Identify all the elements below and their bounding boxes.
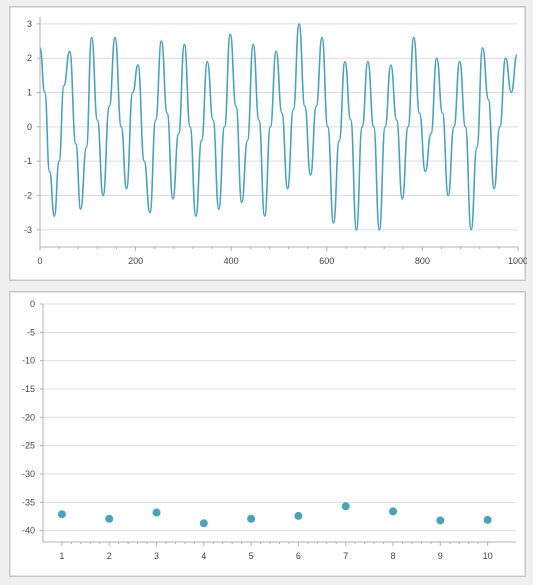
x-tick-label: 10 xyxy=(483,551,493,561)
scatter-point xyxy=(341,502,350,511)
y-tick-label: -35 xyxy=(22,497,35,507)
scatter-chart-panel: 0 -5 -10 -15 -20 -25 -30 -35 -40 1 2 3 4 5 6 7 8 9 10 xyxy=(9,291,526,577)
scatter-chart: 0 -5 -10 -15 -20 -25 -30 -35 -40 1 2 3 4 5 6 7 8 9 10 xyxy=(22,299,516,561)
scatter-point xyxy=(199,519,208,528)
scatter-point xyxy=(436,516,445,525)
x-tick-label: 200 xyxy=(128,256,143,266)
y-tick-label: -15 xyxy=(22,384,35,394)
y-tick-label: -10 xyxy=(22,356,35,366)
y-tick-label: -25 xyxy=(22,441,35,451)
scatter-point xyxy=(247,514,256,523)
x-tick-label: 6 xyxy=(296,551,301,561)
scatter-point xyxy=(483,515,492,524)
x-tick-label: 5 xyxy=(249,551,254,561)
y-tick-label: -30 xyxy=(22,469,35,479)
x-tick-label: 1 xyxy=(59,551,64,561)
scatter-point xyxy=(57,510,66,519)
line-chart: 3 2 1 0 -1 -2 -3 0 200 400 600 800 1000 xyxy=(24,17,527,266)
y-tick-label: 1 xyxy=(27,88,32,98)
y-tick-label: -2 xyxy=(24,191,32,201)
x-tick-label: 3 xyxy=(154,551,159,561)
y-tick-label: 0 xyxy=(30,299,35,309)
x-tick-label: 800 xyxy=(415,256,430,266)
scatter-point xyxy=(152,508,161,517)
x-tick-label: 4 xyxy=(201,551,206,561)
y-tick-label: -20 xyxy=(22,412,35,422)
y-tick-label: 3 xyxy=(27,19,32,29)
y-tick-label: -1 xyxy=(24,156,32,166)
x-tick-label: 600 xyxy=(319,256,334,266)
y-tick-label: 0 xyxy=(27,122,32,132)
series-line xyxy=(39,23,518,231)
y-tick-label: -40 xyxy=(22,526,35,536)
scatter-point xyxy=(294,511,303,520)
y-tick-label: 2 xyxy=(27,53,32,63)
line-chart-panel: 3 2 1 0 -1 -2 -3 0 200 400 600 800 1000 xyxy=(9,6,527,281)
x-tick-label: 7 xyxy=(343,551,348,561)
x-tick-label: 400 xyxy=(224,256,239,266)
y-tick-label: -5 xyxy=(27,327,35,337)
x-tick-label: 8 xyxy=(391,551,396,561)
scatter-point xyxy=(105,514,114,523)
x-tick-label: 2 xyxy=(107,551,112,561)
x-tick-label: 1000 xyxy=(508,256,527,266)
x-tick-label: 9 xyxy=(438,551,443,561)
y-tick-label: -3 xyxy=(24,225,32,235)
x-tick-label: 0 xyxy=(37,256,42,266)
scatter-point xyxy=(389,507,398,516)
